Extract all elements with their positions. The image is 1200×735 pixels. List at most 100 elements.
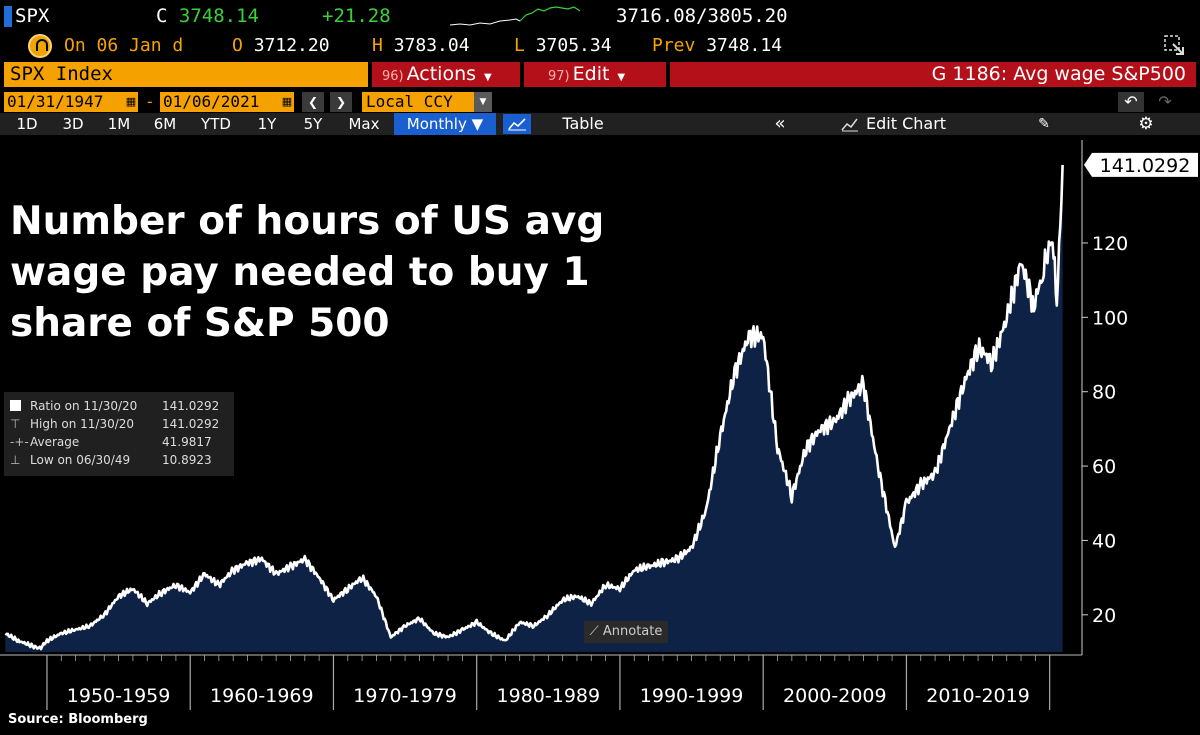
legend-row-high: ⊤ High on 11/30/20 141.0292 (10, 416, 219, 432)
actions-label: Actions (406, 63, 477, 85)
calendar-icon[interactable]: ▦ (124, 92, 138, 112)
caret-down-icon: ▼ (471, 115, 484, 133)
legend-row-low: ⊥ Low on 06/30/49 10.8923 (10, 452, 212, 468)
series-line (4, 164, 1064, 651)
popout-icon[interactable] (1163, 34, 1189, 58)
prev-label: Prev (652, 35, 696, 56)
x-tick-label: 2010-2019 (926, 685, 1030, 707)
x-tick-label: 1970-1979 (353, 685, 457, 707)
source-note: Source: Bloomberg (8, 712, 148, 727)
y-tick-label: 20 (1092, 605, 1116, 627)
period-6m[interactable]: 6M (153, 115, 177, 133)
redo-icon[interactable]: ↷ (1158, 92, 1172, 111)
last-price-group: C 3748.14 (156, 5, 259, 27)
open-group: O 3712.20 (232, 35, 330, 56)
pencil-icon: ⟋ (589, 624, 599, 639)
chart-toolbar (0, 113, 1200, 135)
edit-chart-icon[interactable] (840, 115, 860, 133)
pencil-icon[interactable]: ✎ (1038, 116, 1050, 132)
date-separator: - (145, 92, 155, 111)
annotate-button[interactable]: ⟋ Annotate (584, 621, 668, 643)
period-max[interactable]: Max (348, 115, 380, 133)
high-group: H 3783.04 (372, 35, 470, 56)
chart-overlay-title: Number of hours of US avg wage pay neede… (10, 199, 605, 346)
y-tick-label: 120 (1092, 233, 1128, 255)
caret-down-icon[interactable]: ▼ (474, 92, 492, 112)
undo-icon[interactable]: ↶ (1118, 92, 1144, 112)
on-label: On (64, 35, 86, 56)
period-ytd[interactable]: YTD (201, 115, 231, 133)
caret-down-icon: ▼ (484, 72, 492, 83)
collapse-left-icon[interactable]: « (774, 113, 786, 134)
y-tick-label: 100 (1092, 307, 1128, 329)
table-button[interactable]: Table (562, 114, 604, 133)
x-tick-label: 1960-1969 (210, 685, 314, 707)
end-date-input[interactable]: 01/06/2021 (160, 92, 280, 112)
legend-value: 41.9817 (162, 435, 212, 449)
legend-row-average: -+-Average 41.9817 (10, 434, 212, 450)
calendar-icon[interactable]: ▦ (280, 92, 294, 112)
gear-icon[interactable]: ⚙ (1138, 114, 1154, 134)
low-label: L (514, 35, 525, 56)
annotate-label: Annotate (602, 624, 663, 639)
period-5y[interactable]: 5Y (303, 115, 323, 133)
chart-axes: 20 40 60 80 100 120 1950-1959 1960-1969 1970-197… (0, 140, 1198, 710)
caret-down-icon: ▼ (617, 72, 626, 83)
low-group: L 3705.34 (514, 35, 612, 56)
previous-period-button[interactable]: ❮ (302, 92, 324, 112)
chart-title-bar: G 1186: Avg wage S&P500 (670, 62, 1196, 87)
edit-menu-button[interactable]: 97) Edit ▼ (524, 62, 666, 87)
open-value: 3712.20 (253, 35, 330, 56)
actions-menu-button[interactable]: 96) Actions ▼ (372, 62, 520, 87)
price-change: +21.28 (322, 5, 391, 27)
line-chart-icon[interactable] (503, 114, 531, 134)
legend-label: Ratio on 11/30/20 (30, 399, 138, 413)
day-range: 3716.08/3805.20 (616, 5, 788, 27)
period-1m[interactable]: 1M (107, 115, 131, 133)
legend-panel: Ratio on 11/30/20 141.0292 ⊤ High on 11/30… (4, 392, 234, 476)
high-label: H (372, 35, 383, 56)
series-fill (5, 164, 1063, 652)
edit-hotkey: 97) (548, 69, 570, 84)
y-tick-label: 80 (1092, 382, 1116, 404)
legend-label: Low on 06/30/49 (30, 453, 131, 467)
high-value: 3783.04 (393, 35, 470, 56)
ticker-symbol[interactable]: SPX (15, 5, 50, 27)
alert-bell-icon[interactable] (28, 34, 52, 58)
edit-label: Edit (572, 63, 610, 85)
average-marker-icon: -+- (10, 435, 29, 449)
y-tick-label: 60 (1092, 456, 1116, 478)
last-value-tag (1084, 152, 1198, 177)
period-1y[interactable]: 1Y (257, 115, 277, 133)
legend-value: 141.0292 (162, 417, 220, 431)
prev-value: 3748.14 (706, 35, 783, 56)
prev-group: Prev 3748.14 (652, 35, 782, 56)
x-tick-label: 2000-2009 (783, 685, 887, 707)
intraday-sparkline (450, 6, 581, 26)
period-1d[interactable]: 1D (16, 115, 38, 133)
security-field[interactable]: SPX Index (4, 62, 368, 87)
currency-select[interactable]: Local CCY (362, 92, 474, 112)
start-date-input[interactable]: 01/31/1947 (4, 92, 124, 112)
chart-area: 20 40 60 80 100 120 1950-1959 1960-1969 1970-197… (0, 140, 1198, 710)
legend-value: 141.0292 (162, 399, 220, 413)
x-tick-label: 1950-1959 (67, 685, 171, 707)
legend-row-ratio: Ratio on 11/30/20 141.0292 (10, 398, 219, 414)
open-label: O (232, 35, 243, 56)
legend-label: Average (30, 435, 80, 449)
legend-label: High on 11/30/20 (30, 417, 135, 431)
x-tick-label: 1990-1999 (640, 685, 744, 707)
last-price-prefix: C (156, 5, 168, 27)
y-tick-label: 40 (1092, 530, 1116, 552)
next-period-button[interactable]: ❯ (330, 92, 352, 112)
legend-swatch-icon (10, 398, 30, 414)
frequency-select[interactable]: Monthly ▼ (394, 113, 496, 135)
legend-value: 10.8923 (162, 453, 212, 467)
low-value: 3705.34 (535, 35, 612, 56)
edit-chart-button[interactable]: Edit Chart (866, 114, 947, 133)
last-value-callout: 141.0292 (1084, 152, 1198, 177)
period-3d[interactable]: 3D (62, 115, 84, 133)
x-tick-label: 1980-1989 (497, 685, 601, 707)
chart-series-area (4, 164, 1064, 652)
last-price: 3748.14 (178, 5, 259, 27)
